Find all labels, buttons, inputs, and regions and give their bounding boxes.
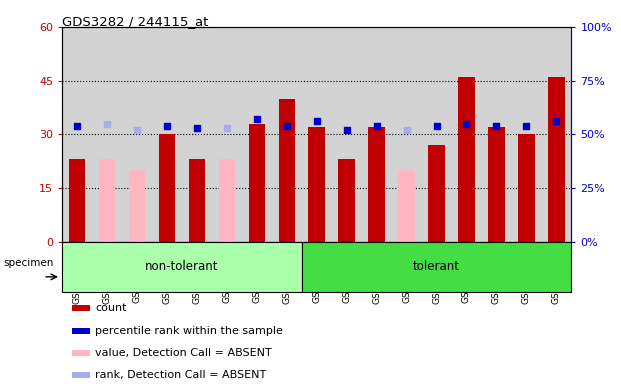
Bar <box>488 127 505 242</box>
Bar <box>278 99 295 242</box>
Text: tolerant: tolerant <box>413 260 460 273</box>
Bar <box>219 159 235 242</box>
Point <box>522 123 532 129</box>
Bar <box>338 159 355 242</box>
Bar <box>72 372 91 378</box>
Bar <box>189 159 205 242</box>
Point <box>491 123 501 129</box>
Point <box>132 127 142 133</box>
Bar <box>368 127 385 242</box>
Bar <box>428 145 445 242</box>
Point <box>252 116 262 122</box>
Point <box>102 121 112 127</box>
Bar <box>99 159 116 242</box>
Point <box>432 123 442 129</box>
Bar <box>72 328 91 334</box>
Text: percentile rank within the sample: percentile rank within the sample <box>96 326 283 336</box>
Bar <box>309 127 325 242</box>
Bar <box>398 170 415 242</box>
Point <box>282 123 292 129</box>
Bar <box>62 242 302 292</box>
Point <box>312 118 322 124</box>
Point <box>371 123 381 129</box>
Bar <box>69 159 85 242</box>
Text: count: count <box>96 303 127 313</box>
Point <box>162 123 172 129</box>
Text: specimen: specimen <box>3 258 53 268</box>
Point <box>192 125 202 131</box>
Point <box>402 127 412 133</box>
Bar <box>159 134 175 242</box>
Text: non-tolerant: non-tolerant <box>145 260 219 273</box>
Bar <box>129 170 145 242</box>
Bar <box>248 124 265 242</box>
Bar <box>302 242 571 292</box>
Text: value, Detection Call = ABSENT: value, Detection Call = ABSENT <box>96 348 272 358</box>
Point <box>461 121 471 127</box>
Text: rank, Detection Call = ABSENT: rank, Detection Call = ABSENT <box>96 370 266 380</box>
Bar <box>72 350 91 356</box>
Point <box>222 125 232 131</box>
Text: GDS3282 / 244115_at: GDS3282 / 244115_at <box>62 15 209 28</box>
Point <box>72 123 82 129</box>
Point <box>551 118 561 124</box>
Bar <box>458 77 474 242</box>
Bar <box>72 305 91 311</box>
Point <box>342 127 351 133</box>
Bar <box>518 134 535 242</box>
Bar <box>548 77 564 242</box>
